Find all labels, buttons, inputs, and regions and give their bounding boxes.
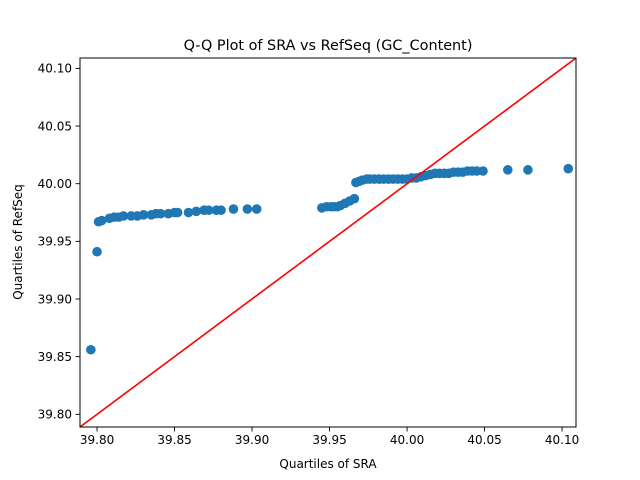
data-point	[183, 207, 194, 218]
y-tick-label: 40.05	[38, 119, 72, 133]
y-tick-label: 39.80	[38, 408, 72, 422]
chart-title: Q-Q Plot of SRA vs RefSeq (GC_Content)	[184, 38, 473, 54]
y-tick-label: 40.10	[38, 62, 72, 76]
data-point	[216, 205, 226, 216]
y-axis-label: Quartiles of RefSeq	[11, 184, 25, 300]
data-point	[86, 344, 96, 355]
data-point	[92, 246, 102, 257]
x-tick-label: 39.95	[312, 433, 346, 447]
data-point	[349, 193, 360, 204]
data-point	[96, 215, 107, 226]
y-tick-label: 39.95	[38, 235, 72, 249]
data-point	[191, 206, 202, 217]
x-axis-label: Quartiles of SRA	[279, 457, 377, 471]
x-tick-label: 40.05	[467, 433, 501, 447]
x-tick-label: 39.85	[157, 433, 191, 447]
data-point	[155, 208, 166, 219]
data-point	[172, 207, 183, 218]
x-tick-label: 40.00	[390, 433, 424, 447]
plot-area	[80, 58, 576, 427]
data-point	[478, 166, 488, 176]
x-tick-label: 39.80	[80, 433, 114, 447]
x-tick-label: 39.90	[235, 433, 269, 447]
y-tick-label: 40.00	[38, 177, 72, 191]
data-point	[523, 165, 533, 175]
data-point	[503, 165, 513, 175]
data-point	[228, 204, 239, 214]
data-point	[118, 211, 129, 221]
data-point	[242, 204, 253, 214]
y-tick-label: 39.85	[38, 350, 72, 364]
data-point	[563, 163, 574, 174]
data-point	[138, 210, 149, 220]
plot-frame	[79, 57, 577, 428]
data-point	[251, 204, 262, 214]
data-point	[203, 205, 214, 216]
reference-line	[80, 58, 576, 427]
y-tick-label: 39.90	[38, 292, 72, 306]
x-tick-label: 40.10	[545, 433, 579, 447]
